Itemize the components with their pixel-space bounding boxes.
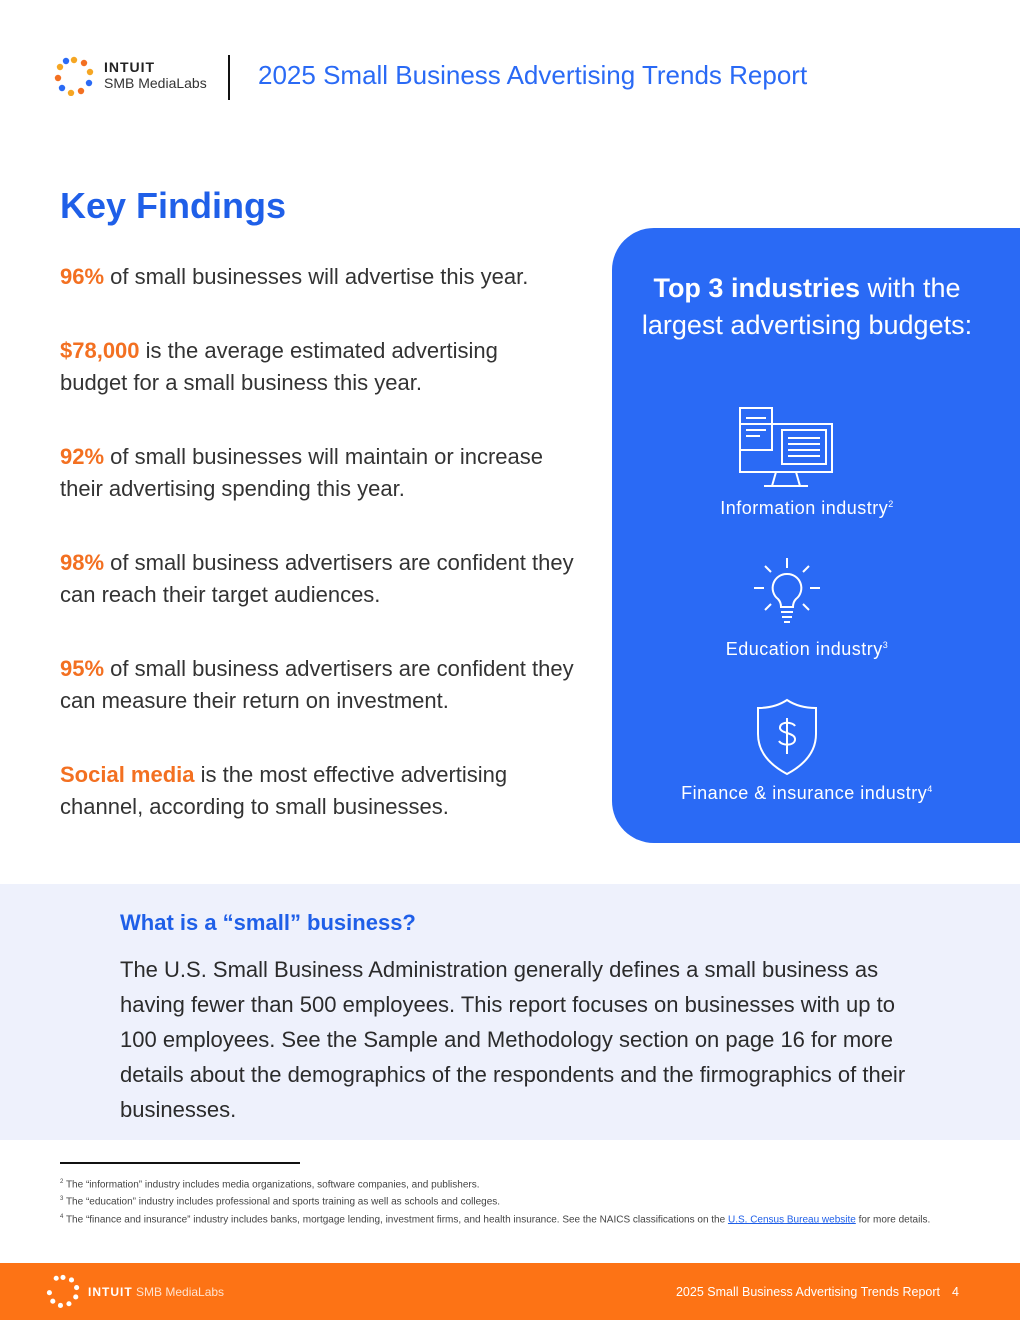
- census-bureau-link[interactable]: U.S. Census Bureau website: [727, 1213, 856, 1225]
- finding-item: 96% of small businesses will advertise t…: [60, 261, 590, 293]
- logo-dots-icon: [54, 56, 94, 97]
- finding-highlight: Social media: [60, 762, 195, 787]
- footer-logo-icon: [46, 1274, 80, 1308]
- finding-item: 98% of small business advertisers are co…: [60, 547, 580, 611]
- finding-highlight: 98%: [60, 550, 105, 575]
- computer-documents-icon: [739, 407, 833, 487]
- section-body: The U.S. Small Business Administration g…: [120, 957, 906, 1122]
- footnote: 2 The “information” industry includes me…: [60, 1179, 480, 1191]
- intuit-logo: INTUIT SMB MediaLabs: [54, 56, 214, 97]
- finding-item: Social media is the most effective adver…: [60, 759, 560, 823]
- logo-sub: SMB MediaLabs: [104, 75, 207, 91]
- section-question: What is a “small” business?: [120, 910, 416, 935]
- page-title: Key Findings: [60, 185, 287, 226]
- finding-text: of small businesses will advertise this …: [104, 264, 529, 289]
- footer-brand: INTUIT SMB MediaLabs: [88, 1285, 225, 1299]
- lightbulb-icon: [754, 558, 820, 623]
- finding-item: 92% of small businesses will maintain or…: [60, 441, 590, 505]
- footnotes: 2 The “information” industry includes me…: [60, 1175, 965, 1227]
- industry-finance: Finance & insurance industry4: [681, 783, 933, 803]
- industry-information: Information industry2: [720, 498, 894, 518]
- finding-item: $78,000 is the average estimated adverti…: [60, 335, 560, 399]
- finding-text: of small business advertisers are confid…: [60, 550, 574, 607]
- footnote: 3 The “education” industry includes prof…: [60, 1196, 501, 1208]
- finding-text: is the most effective advertising channe…: [60, 762, 508, 819]
- top-industries-panel: Top 3 industries with the largest advert…: [612, 228, 1020, 843]
- footnote-divider: [60, 1162, 300, 1164]
- finding-text: is the average estimated advertising bud…: [60, 338, 498, 395]
- page-footer: INTUIT SMB MediaLabs 2025 Small Business…: [0, 1263, 1020, 1320]
- report-title: 2025 Small Business Advertising Trends R…: [258, 60, 808, 90]
- finding-highlight: 95%: [60, 656, 105, 681]
- industry-education: Education industry3: [725, 639, 889, 659]
- finding-text: of small businesses will maintain or inc…: [60, 444, 544, 501]
- footer-report-title: 2025 Small Business Advertising Trends R…: [675, 1285, 940, 1299]
- header-divider: [228, 55, 230, 100]
- finding-text: of small business advertisers are confid…: [60, 656, 574, 713]
- finding-highlight: $78,000: [60, 338, 140, 363]
- finding-item: 95% of small business advertisers are co…: [60, 653, 580, 717]
- footnote: 4 The “finance and insurance” industry i…: [60, 1213, 931, 1225]
- small-business-section: What is a “small” business? The U.S. Sma…: [0, 884, 1020, 1140]
- finding-highlight: 92%: [60, 444, 105, 469]
- panel-title: Top 3 industries with the largest advert…: [641, 273, 973, 340]
- shield-dollar-icon: [757, 698, 817, 776]
- finding-highlight: 96%: [60, 264, 105, 289]
- logo-brand: INTUIT: [104, 59, 156, 75]
